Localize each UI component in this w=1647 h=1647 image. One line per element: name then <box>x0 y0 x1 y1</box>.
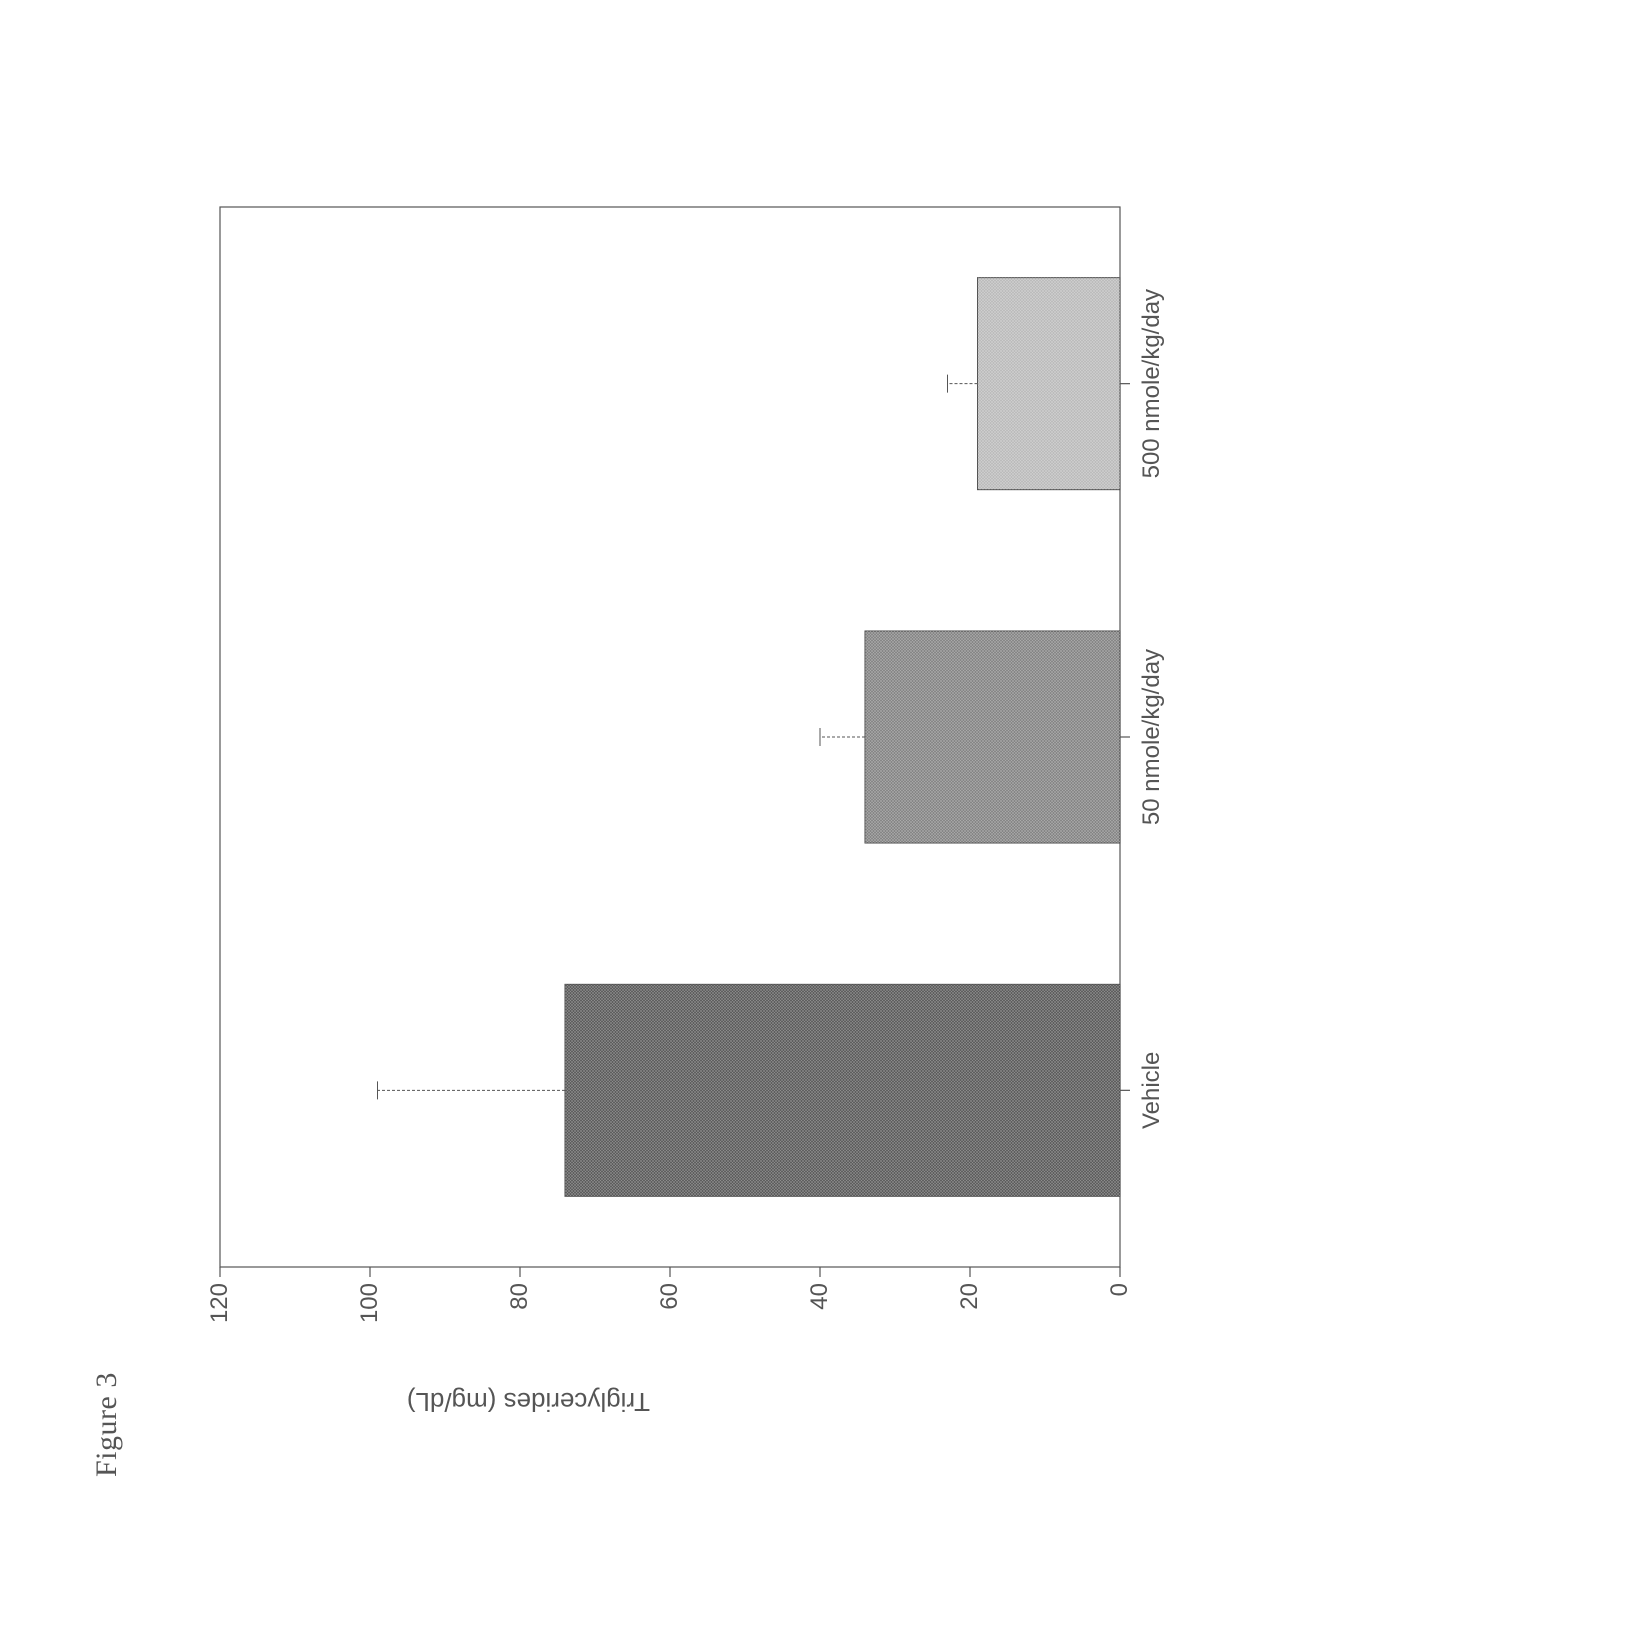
y-tick-label: 0 <box>1106 1283 1134 1343</box>
y-tick-label: 60 <box>656 1283 684 1343</box>
y-tick-label: 100 <box>356 1283 384 1343</box>
figure-caption: Figure 3 <box>90 1372 124 1477</box>
y-tick-label: 80 <box>506 1283 534 1343</box>
chart-svg <box>200 167 1200 1347</box>
x-tick-label: Vehicle <box>1138 970 1166 1210</box>
x-tick-label: 500 nmole/kg/day <box>1138 264 1166 504</box>
x-tick-label: 50 nmole/kg/day <box>1138 617 1166 857</box>
page-rotated: Figure 3 Triglycerides (mg/dL) 0 20 40 60 80… <box>0 0 1587 1647</box>
triglycerides-bar-chart: Triglycerides (mg/dL) 020406080100120 Ve… <box>200 167 1200 1347</box>
y-tick-label: 120 <box>206 1283 234 1343</box>
y-axis-label: Triglycerides (mg/dL) <box>407 1386 650 1417</box>
y-tick-label: 20 <box>956 1283 984 1343</box>
y-tick-label: 40 <box>806 1283 834 1343</box>
